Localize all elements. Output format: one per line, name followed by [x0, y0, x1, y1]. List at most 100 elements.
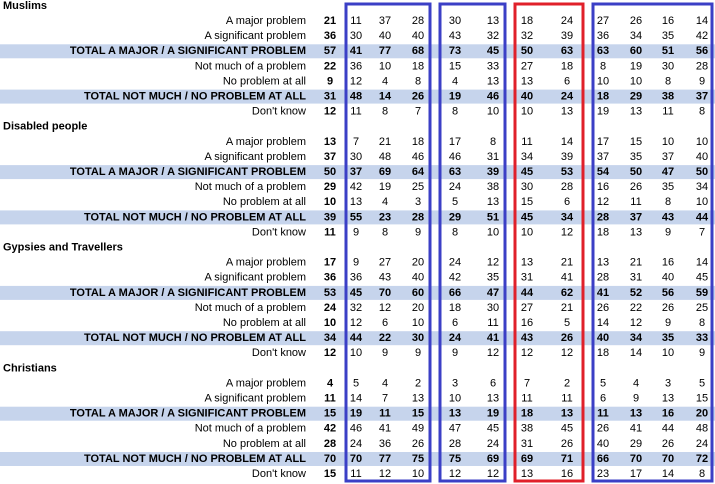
cell-value: 40	[696, 151, 708, 163]
cell-value: 26	[561, 438, 573, 450]
cell-value: 63	[561, 45, 573, 57]
cell-value: 3	[665, 377, 671, 389]
cell-value: 14	[696, 15, 708, 27]
cell-value: 9	[665, 226, 671, 238]
cell-value: 5	[600, 377, 606, 389]
cell-value: 45	[350, 287, 362, 299]
cell-value: 6	[564, 196, 570, 208]
row-label: A significant problem	[205, 272, 307, 284]
cell-value: 10	[350, 347, 362, 359]
section-title: Disabled people	[3, 121, 87, 133]
cell-value: 56	[696, 45, 708, 57]
cell-value: 48	[379, 151, 391, 163]
cell-value: 37	[662, 151, 674, 163]
cell-value: 50	[521, 45, 533, 57]
row-label: Not much of a problem	[195, 423, 306, 435]
cell-value: 13	[487, 15, 499, 27]
cell-value: 14	[696, 257, 708, 269]
row-label: Not much of a problem	[195, 60, 306, 72]
total-row-bg	[0, 210, 715, 225]
row-label: TOTAL A MAJOR / A SIGNIFICANT PROBLEM	[70, 287, 306, 299]
cell-value: 5	[564, 317, 570, 329]
cell-value: 3	[452, 377, 458, 389]
cell-value: 28	[597, 211, 609, 223]
cell-value: 64	[412, 166, 425, 178]
cell-value: 12	[487, 347, 499, 359]
cell-value: 13	[561, 408, 573, 420]
cell-value: 23	[597, 468, 609, 480]
cell-value: 77	[379, 453, 391, 465]
cell-value: 42	[696, 30, 708, 42]
cell-value: 49	[412, 423, 424, 435]
cell-value: 10	[487, 226, 499, 238]
cell-value: 29	[449, 211, 461, 223]
cell-value: 40	[412, 30, 424, 42]
cell-value: 4	[327, 377, 334, 389]
cell-value: 10	[412, 468, 424, 480]
cell-value: 36	[379, 438, 391, 450]
cell-value: 18	[521, 408, 533, 420]
cell-value: 12	[379, 468, 391, 480]
cell-value: 69	[379, 166, 391, 178]
row-label: Don't know	[252, 347, 306, 359]
cell-value: 10	[487, 106, 499, 118]
cell-value: 33	[696, 332, 708, 344]
cell-value: 73	[449, 45, 461, 57]
cell-value: 11	[597, 408, 609, 420]
cell-value: 45	[487, 45, 499, 57]
cell-value: 77	[379, 45, 391, 57]
section-title: Gypsies and Travellers	[3, 242, 123, 254]
cell-value: 32	[350, 302, 362, 314]
row-label: Not much of a problem	[195, 181, 306, 193]
cell-value: 8	[699, 106, 705, 118]
cell-value: 8	[699, 317, 705, 329]
cell-value: 28	[449, 438, 461, 450]
cell-value: 11	[350, 15, 361, 27]
cell-value: 21	[561, 257, 573, 269]
cell-value: 45	[487, 423, 499, 435]
row-label: A significant problem	[205, 30, 307, 42]
cell-value: 14	[379, 91, 392, 103]
cell-value: 18	[412, 136, 424, 148]
cell-value: 15	[412, 408, 424, 420]
group-box	[513, 2, 585, 483]
cell-value: 8	[490, 136, 496, 148]
cell-value: 47	[487, 287, 499, 299]
row-backgrounds	[0, 44, 715, 466]
cell-value: 35	[662, 332, 674, 344]
cell-value: 39	[561, 30, 573, 42]
cell-value: 24	[561, 91, 574, 103]
cell-value: 45	[521, 166, 533, 178]
cell-value: 57	[324, 45, 336, 57]
cell-value: 28	[324, 438, 336, 450]
cell-value: 17	[324, 257, 336, 269]
cell-value: 26	[597, 302, 609, 314]
cell-value: 29	[324, 181, 336, 193]
cell-value: 24	[324, 302, 337, 314]
cell-value: 14	[630, 347, 642, 359]
cell-value: 9	[699, 75, 705, 87]
cell-value: 12	[597, 196, 609, 208]
cell-value: 13	[521, 468, 533, 480]
cell-value: 8	[665, 75, 671, 87]
row-label: TOTAL NOT MUCH / NO PROBLEM AT ALL	[84, 453, 306, 465]
cell-value: 10	[662, 136, 674, 148]
cell-value: 12	[324, 347, 336, 359]
cell-value: 24	[449, 332, 462, 344]
cell-value: 70	[379, 287, 391, 299]
cell-value: 36	[597, 30, 609, 42]
group-box	[344, 2, 432, 483]
cell-value: 10	[521, 226, 533, 238]
cell-value: 11	[662, 106, 673, 118]
cell-value: 50	[630, 166, 642, 178]
cell-value: 13	[521, 75, 533, 87]
cell-value: 54	[597, 166, 610, 178]
cell-value: 16	[597, 181, 609, 193]
cell-value: 10	[597, 75, 609, 87]
cell-value: 28	[696, 60, 708, 72]
cell-value: 24	[561, 15, 573, 27]
cell-value: 34	[696, 181, 708, 193]
row-label: TOTAL A MAJOR / A SIGNIFICANT PROBLEM	[70, 45, 306, 57]
cell-value: 5	[699, 377, 705, 389]
cell-value: 10	[521, 106, 533, 118]
